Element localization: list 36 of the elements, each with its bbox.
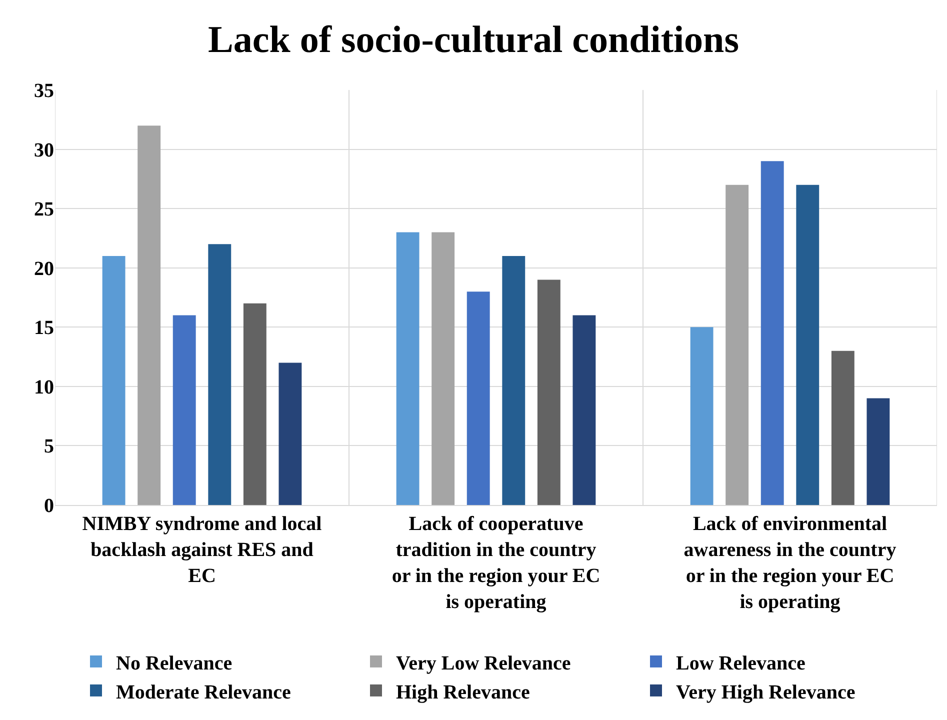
bar (278, 362, 302, 505)
bar (796, 184, 820, 505)
bar (466, 292, 490, 505)
bar (243, 303, 266, 505)
legend-label: Moderate Relevance (116, 681, 292, 704)
legend-label: Very High Relevance (676, 681, 856, 704)
bar (138, 126, 161, 505)
y-tick-label: 30 (34, 139, 54, 162)
y-tick-label: 15 (34, 317, 54, 340)
bar (760, 161, 784, 505)
bar (831, 350, 854, 505)
bar (572, 315, 596, 505)
y-tick-label: 20 (34, 258, 54, 280)
x-tick-label: Lack of environmental awareness in the country or in the region your EC is operating (684, 513, 896, 613)
bar (866, 398, 890, 505)
legend-label: No Relevance (116, 652, 232, 674)
bar (208, 244, 232, 505)
y-tick-label: 5 (44, 436, 54, 458)
y-tick-label: 35 (34, 80, 54, 102)
bar (726, 184, 749, 505)
x-tick-label: Lack of cooperatuve tradition in the country or in the region your EC is operating (392, 513, 600, 613)
bar (432, 232, 455, 505)
bar (502, 256, 526, 505)
y-tick-label: 25 (34, 198, 54, 221)
legend-label: High Relevance (396, 681, 530, 704)
bar (396, 232, 420, 505)
legend-label: Low Relevance (676, 652, 806, 674)
legend-label: Very Low Relevance (396, 652, 571, 674)
x-tick-label: NIMBY syndrome and local backlash against RES and EC (82, 513, 322, 587)
bar (537, 280, 560, 505)
y-tick-label: 10 (34, 376, 54, 398)
bar (690, 327, 714, 505)
y-tick-label: 0 (44, 495, 54, 517)
chart-title: Lack of socio-cultural conditions (208, 18, 739, 61)
bar (172, 315, 196, 505)
bar (102, 256, 126, 505)
